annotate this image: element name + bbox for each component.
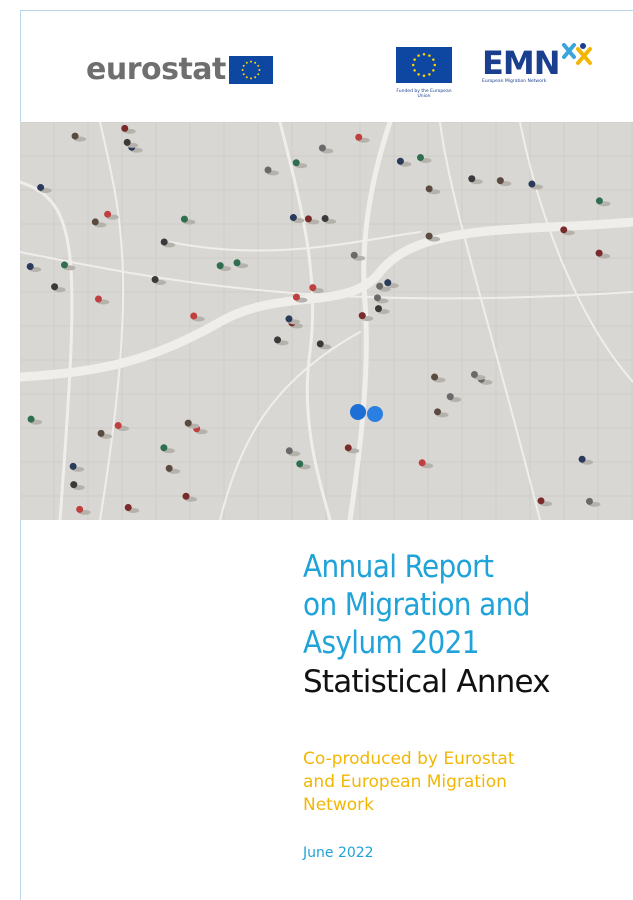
emn-subtext: European Migration Network [482,79,595,84]
funded-text: Funded by the European Union [396,89,452,99]
logo-text: EMN [482,45,559,81]
title-line: on Migration and [303,586,550,624]
coproduced-line: Co-produced by Eurostat [303,748,515,771]
coproduced-line: Network [303,794,515,817]
title-line: Annual Report [303,548,550,586]
emn-stars [561,41,595,71]
emn-row: EMN [482,45,595,81]
eu-flag [229,56,273,84]
funded-logo: Funded by the European Union [396,47,452,99]
eurostat-logo: eurostat [86,52,273,87]
title-line: Asylum 2021 [303,624,550,662]
subtitle: Statistical Annex [303,662,550,702]
emn-logo: EMN European Migration Network [482,45,595,84]
eu-flag [396,47,452,83]
date: June 2022 [303,845,374,861]
page: eurostat Funded by the European Union EM… [0,0,633,900]
logo-text: eurostat [86,52,226,87]
cover-photo [20,122,633,520]
frame [20,10,633,11]
coproduced-line: and European Migration [303,771,515,794]
